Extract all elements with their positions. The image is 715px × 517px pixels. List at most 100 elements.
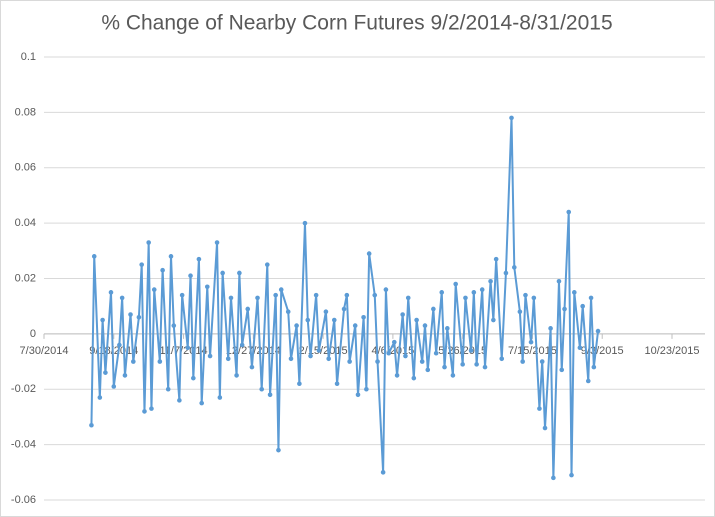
point xyxy=(482,364,488,370)
point xyxy=(191,375,196,381)
point xyxy=(199,400,204,406)
point xyxy=(520,359,525,364)
point xyxy=(405,295,411,301)
point xyxy=(580,303,585,309)
point xyxy=(453,281,458,287)
point xyxy=(347,359,352,364)
point xyxy=(422,323,428,328)
y-tick-label: 0.1 xyxy=(21,51,36,63)
x-tick-label: 4/6/2015 xyxy=(371,345,414,357)
point xyxy=(344,292,350,298)
point xyxy=(577,345,583,351)
point xyxy=(100,317,105,323)
point xyxy=(414,317,419,323)
point xyxy=(471,290,477,295)
point xyxy=(562,306,567,312)
point xyxy=(411,375,417,381)
point xyxy=(383,287,389,292)
x-tick-label: 7/30/2014 xyxy=(20,345,69,357)
point xyxy=(196,256,202,262)
y-tick-label: -0.06 xyxy=(11,494,36,506)
point xyxy=(386,350,392,356)
x-tick-label: 7/15/2015 xyxy=(508,345,557,357)
point xyxy=(566,209,572,215)
y-tick-label: 0 xyxy=(30,328,36,340)
point xyxy=(103,370,108,375)
point xyxy=(108,290,114,295)
point xyxy=(531,295,537,301)
point xyxy=(214,240,220,245)
point xyxy=(391,339,397,345)
point xyxy=(234,373,239,378)
point xyxy=(539,359,545,364)
point xyxy=(523,292,528,298)
point xyxy=(517,309,523,315)
point xyxy=(450,373,456,378)
point xyxy=(512,265,517,270)
point xyxy=(442,364,447,370)
point xyxy=(188,273,193,279)
point xyxy=(149,406,154,411)
point xyxy=(245,306,251,312)
point xyxy=(331,317,337,323)
point xyxy=(177,398,182,403)
point xyxy=(237,270,242,276)
point xyxy=(394,373,400,378)
point xyxy=(366,251,372,256)
point xyxy=(165,386,171,392)
point xyxy=(595,328,601,334)
point xyxy=(305,317,311,323)
point xyxy=(445,326,450,331)
point xyxy=(372,292,378,298)
point xyxy=(439,290,445,295)
point xyxy=(364,386,369,392)
y-tick-label: 0.08 xyxy=(15,106,36,118)
point xyxy=(548,326,553,331)
point xyxy=(285,309,291,315)
chart-title: % Change of Nearby Corn Futures 9/2/2014… xyxy=(101,12,612,35)
point xyxy=(122,373,128,378)
point xyxy=(528,339,534,345)
point xyxy=(128,312,133,317)
point xyxy=(431,306,436,312)
point xyxy=(479,287,485,292)
point xyxy=(288,356,294,362)
point xyxy=(217,395,223,400)
point xyxy=(400,312,405,317)
point xyxy=(559,367,565,373)
point xyxy=(375,359,380,364)
point xyxy=(204,284,210,290)
y-tick-label: 0.04 xyxy=(15,217,36,229)
y-tick-label: -0.02 xyxy=(11,383,36,395)
point xyxy=(355,392,361,398)
y-tick-label: 0.02 xyxy=(15,272,36,284)
point xyxy=(491,317,496,323)
point xyxy=(259,386,265,392)
point xyxy=(425,367,431,373)
point xyxy=(119,295,125,301)
point xyxy=(228,295,234,301)
point xyxy=(264,262,270,267)
point xyxy=(220,270,225,276)
point xyxy=(380,470,386,475)
point xyxy=(207,353,213,359)
point xyxy=(185,345,191,351)
point xyxy=(146,240,151,245)
point xyxy=(267,392,273,398)
point xyxy=(151,287,157,292)
point xyxy=(542,425,548,431)
point xyxy=(468,348,474,353)
y-tick-label: -0.04 xyxy=(11,439,36,451)
point xyxy=(323,309,329,315)
point xyxy=(136,314,142,320)
point xyxy=(313,292,319,298)
y-tick-label: 0.06 xyxy=(15,162,36,174)
point xyxy=(463,295,468,301)
point xyxy=(326,356,331,362)
point xyxy=(142,409,147,414)
point xyxy=(341,306,347,312)
point xyxy=(97,395,103,400)
point xyxy=(255,295,260,301)
point xyxy=(551,475,556,481)
